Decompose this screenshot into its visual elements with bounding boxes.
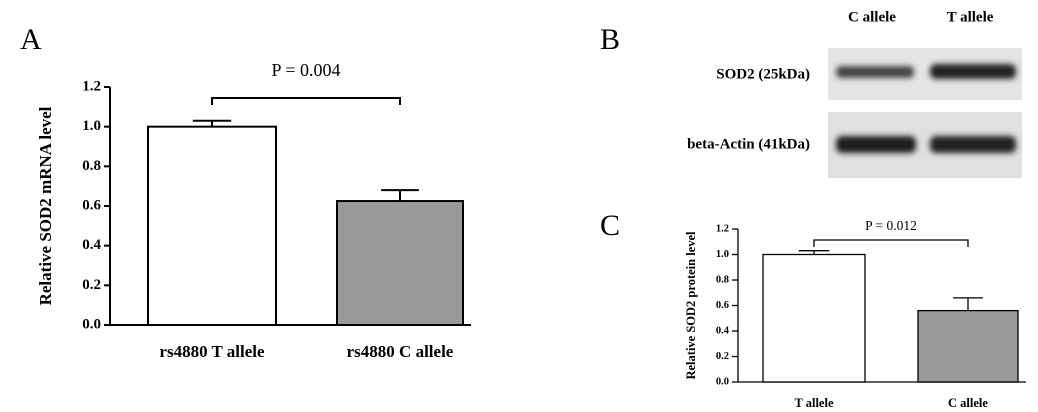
y-tick-label: 1.0 [716, 249, 729, 260]
annotation: P = 0.012 [865, 218, 917, 233]
x-tick-label: rs4880 C allele [347, 342, 454, 361]
significance-bracket [212, 98, 400, 105]
panel-label: C [600, 209, 620, 242]
blot-column: T allele [947, 9, 994, 25]
panel-label: A [20, 23, 42, 56]
x-tick-label: rs4880 T allele [159, 342, 265, 361]
blot-row: beta-Actin (41kDa) [687, 136, 810, 152]
band [836, 66, 914, 78]
bar [918, 311, 1018, 382]
blot-row: SOD2 (25kDa) [716, 66, 810, 82]
significance-bracket [814, 240, 968, 247]
bar [337, 201, 463, 325]
y-tick-label: 1.2 [716, 223, 729, 234]
y-tick-label: 0.4 [716, 325, 730, 336]
bar [763, 255, 865, 383]
annotation: P = 0.004 [272, 60, 341, 80]
y-tick-label: 1.2 [82, 78, 101, 94]
x-tick-label: C allele [948, 396, 988, 410]
bar [148, 127, 276, 325]
y-tick-label: 0.8 [82, 158, 101, 174]
panel-label: B [600, 23, 620, 56]
x-tick-label: T allele [794, 396, 833, 410]
y-axis-label: Relative SOD2 mRNA level [36, 106, 55, 305]
figure: A B C C allele T allele SOD2 (25kDa) bet… [0, 0, 1038, 412]
band [836, 136, 916, 153]
y-tick-label: 0.8 [716, 274, 729, 285]
y-tick-label: 1.0 [82, 118, 101, 134]
y-tick-label: 0.2 [82, 277, 101, 293]
y-tick-label: 0.4 [82, 237, 101, 253]
y-tick-label: 0.6 [82, 197, 101, 213]
band [930, 136, 1016, 153]
y-tick-label: 0.6 [716, 300, 729, 311]
band [930, 64, 1016, 79]
y-tick-label: 0.0 [82, 316, 101, 332]
y-axis-label: Relative SOD2 protein level [684, 231, 698, 380]
y-tick-label: 0.2 [716, 351, 729, 362]
y-tick-label: 0.0 [716, 376, 729, 387]
blot-column: C allele [848, 9, 896, 25]
